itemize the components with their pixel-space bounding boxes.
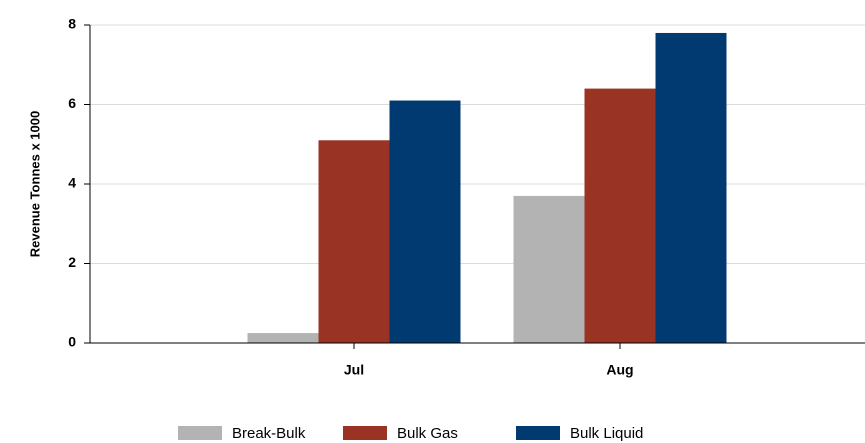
y-tick-label: 0	[68, 334, 76, 350]
bar	[247, 333, 319, 343]
y-axis-label: Revenue Tonnes x 1000	[27, 111, 42, 257]
legend-label: Break-Bulk	[232, 425, 306, 442]
bar	[513, 195, 585, 343]
legend-label: Bulk Liquid	[570, 425, 643, 442]
legend-label: Bulk Gas	[397, 425, 458, 442]
legend-swatch	[516, 426, 560, 440]
bar	[318, 140, 390, 343]
x-tick-label: Jul	[344, 362, 364, 378]
legend-swatch	[343, 426, 387, 440]
bar	[655, 32, 727, 343]
y-tick-label: 8	[68, 16, 76, 32]
legend-swatch	[178, 426, 222, 440]
bar	[389, 100, 461, 344]
y-tick-label: 2	[68, 254, 76, 270]
y-tick-label: 6	[68, 95, 76, 111]
x-tick-label: Aug	[606, 362, 633, 378]
bar	[584, 88, 656, 343]
y-tick-label: 4	[68, 175, 76, 191]
